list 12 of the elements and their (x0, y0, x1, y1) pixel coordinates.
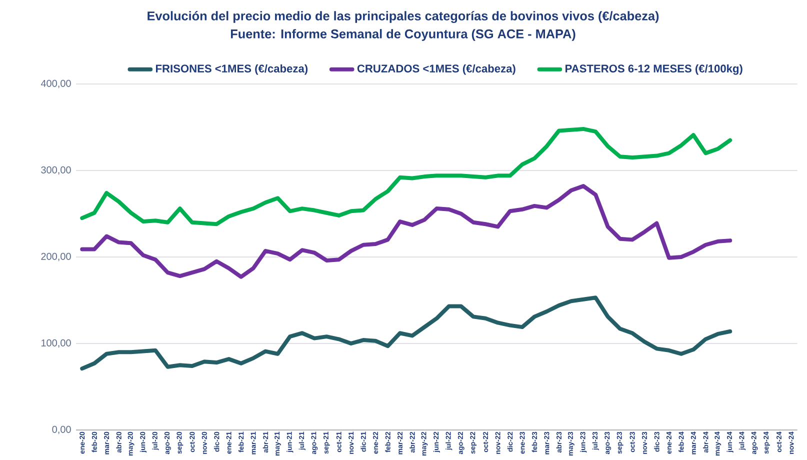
legend-label: FRISONES <1MES (€/cabeza) (156, 64, 308, 75)
y-tick-label: 100,00 (41, 339, 71, 348)
legend-label: PASTEROS 6-12 MESES (€/100kg) (566, 64, 742, 75)
chart-subtitle: Fuente: Informe Semanal de Coyuntura (SG ACE - MAPA) (230, 29, 576, 41)
y-tick-label: 200,00 (41, 252, 71, 262)
legend-label: CRUZADOS <1MES (€/cabeza) (357, 64, 516, 75)
line-series (80, 296, 732, 371)
y-tick-label: 0,00 (52, 426, 71, 434)
chart-title: Evolución del precio medio de las principales categorías de bovinos vivos (€/cabeza) (148, 11, 659, 23)
line-series (80, 184, 732, 279)
y-tick-label: 400,00 (40, 80, 71, 88)
y-tick-label: 300,00 (41, 166, 71, 175)
